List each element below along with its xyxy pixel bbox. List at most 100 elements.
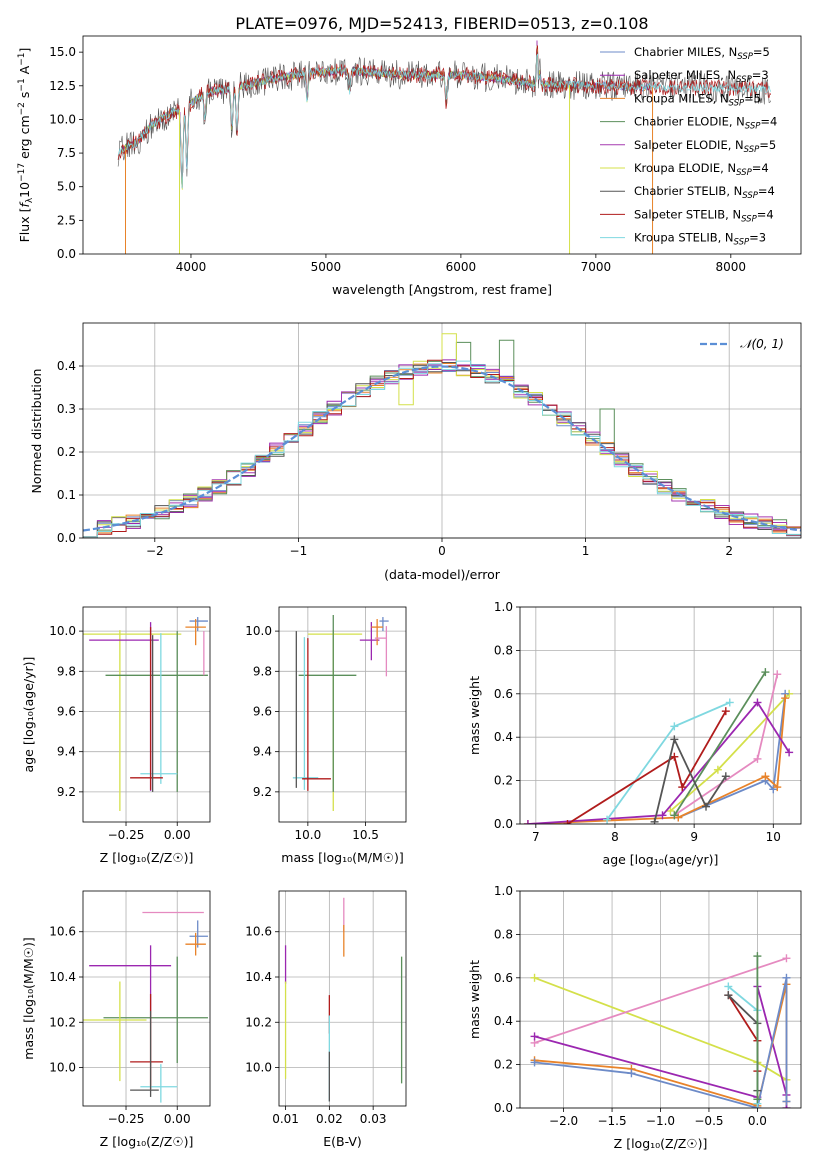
legend-entry-eq: =4 xyxy=(757,207,774,221)
axes-frame xyxy=(82,890,211,1107)
axes-frame xyxy=(82,606,211,823)
spectrum-line-kroupa-stelib xyxy=(117,53,772,189)
legend-entry-name: Salpeter STELIB, N xyxy=(634,207,741,221)
y-tick-label: 0.6 xyxy=(494,687,513,701)
x-tick-label: 9 xyxy=(690,830,698,844)
x-tick-label: 10.0 xyxy=(295,828,322,842)
legend-entry-sub: SSP xyxy=(741,214,757,224)
legend-entry-name: Kroupa STELIB, N xyxy=(634,231,734,245)
massweight-line-chabrier-miles xyxy=(534,977,788,1108)
y-tick-label: 9.4 xyxy=(57,745,76,759)
x-axis-label: (data-model)/error xyxy=(384,567,501,582)
y-axis-label: mass [log₁₀(M/M☉)] xyxy=(21,937,36,1059)
legend-entry: Salpeter ELODIE, NSSP=5 xyxy=(634,138,776,155)
x-tick-label: 8000 xyxy=(716,260,747,274)
x-tick-label: 0.03 xyxy=(360,1112,387,1126)
x-tick-label: −0.25 xyxy=(108,828,145,842)
y-tick-label: 9.2 xyxy=(253,785,272,799)
legend-entry-eq: =5 xyxy=(744,91,761,105)
y-tick-label: 9.4 xyxy=(253,745,272,759)
y-tick-label: 0.4 xyxy=(57,359,76,373)
residual-histogram-panel: −2 −1 0 1 2 0.0 0.1 0.2 0.3 0.4 𝒩(0, 1) (data-model… xyxy=(29,322,802,582)
legend-entry: Kroupa MILES, NSSP=5 xyxy=(634,91,761,108)
legend-entry-eq: =3 xyxy=(749,231,766,245)
legend-entry: Kroupa ELODIE, NSSP=4 xyxy=(634,161,769,178)
y-tick-label: 0.4 xyxy=(494,1014,513,1028)
y-tick-label: 7.5 xyxy=(57,146,76,160)
y-tick-label: 10.6 xyxy=(245,925,272,939)
y-tick-label: 9.6 xyxy=(57,704,76,718)
y-axis-label-part: f xyxy=(17,202,32,208)
massweight-line-pink xyxy=(534,957,787,1044)
y-axis-label: Flux [fλ10−17 erg cm−2 s−1 A−1] xyxy=(17,48,35,243)
spectrum-line-chabrier-miles xyxy=(120,43,650,189)
legend-entry-sub: SSP xyxy=(737,52,753,62)
spectrum-line-salpeter-miles xyxy=(120,40,650,188)
y-axis-label-part: −1 xyxy=(17,78,27,91)
data-area xyxy=(284,897,403,1102)
legend-entry-eq: =4 xyxy=(758,184,775,198)
massweight-line-kroupa-stelib xyxy=(727,985,759,1104)
data-area xyxy=(292,615,389,811)
data-area xyxy=(530,952,791,1108)
spectrum-panel: 4000 5000 6000 7000 8000 0.0 2.5 5.0 7.5 10.0 12.5… xyxy=(17,35,802,297)
x-axis-label: mass [log₁₀(M/M☉)] xyxy=(281,850,403,865)
figure-title: PLATE=0976, MJD=52413, FIBERID=0513, z=0… xyxy=(235,14,648,33)
y-axis-label-part: −2 xyxy=(17,102,27,115)
data-area xyxy=(523,668,794,824)
x-tick-label: −2.0 xyxy=(549,1114,578,1128)
massweight-line-chabrier-miles xyxy=(677,693,787,819)
x-tick-label: 1 xyxy=(582,544,590,558)
mass-vs-ebv-panel: 0.01 0.02 0.03 10.0 10.2 10.4 10.6 E(B-V) xyxy=(245,890,407,1149)
data-area xyxy=(117,40,772,254)
x-axis-label: Z [log₁₀(Z/Z☉)] xyxy=(100,1134,194,1149)
axes-frame xyxy=(278,890,407,1107)
x-tick-label: −0.5 xyxy=(694,1114,723,1128)
y-tick-label: 0.0 xyxy=(57,531,76,545)
axes-frame xyxy=(82,35,802,255)
y-tick-label: 10.0 xyxy=(245,1061,272,1075)
massweight-vs-age-panel: 7 8 9 10 0.0 0.2 0.4 0.6 0.8 1.0 age [log₁₀(age/yr… xyxy=(467,600,802,867)
legend-entry-eq: =5 xyxy=(753,45,770,59)
legend-entry-eq: =4 xyxy=(760,115,777,129)
data-area xyxy=(83,617,208,811)
x-axis-label: Z [log₁₀(Z/Z☉)] xyxy=(614,1136,708,1151)
y-axis-label: mass weight xyxy=(467,960,482,1039)
x-tick-label: −1.5 xyxy=(597,1114,626,1128)
histogram-step-kroupa-elodie xyxy=(83,333,801,538)
x-tick-label: 0 xyxy=(438,544,446,558)
y-axis-label: Normed distribution xyxy=(29,369,44,494)
y-tick-label: 10.6 xyxy=(49,925,76,939)
y-tick-label: 0.2 xyxy=(494,774,513,788)
massweight-vs-metallicity-panel: −2.0 −1.5 −1.0 −0.5 0.0 0.0 0.2 0.4 0.6 0.8 1.0 Z [… xyxy=(467,884,802,1151)
y-tick-label: 15.0 xyxy=(49,45,76,59)
legend-entry-eq: =5 xyxy=(759,138,776,152)
y-tick-label: 10.0 xyxy=(49,1061,76,1075)
y-tick-label: 5.0 xyxy=(57,180,76,194)
x-tick-label: 2 xyxy=(725,544,733,558)
y-axis-label-part: 10 xyxy=(17,182,32,198)
legend-entry-sub: SSP xyxy=(736,168,752,178)
y-tick-label: 10.2 xyxy=(49,1015,76,1029)
legend-entry-name: Kroupa ELODIE, N xyxy=(634,161,736,175)
y-tick-label: 9.6 xyxy=(253,704,272,718)
y-axis-label-part: erg cm xyxy=(17,115,32,163)
y-tick-label: 0.4 xyxy=(494,730,513,744)
y-tick-label: 0.0 xyxy=(57,247,76,261)
massweight-line-chabrier-stelib xyxy=(727,994,759,1091)
axes-frame xyxy=(519,606,802,825)
legend-entry: 𝒩(0, 1) xyxy=(740,337,784,351)
legend-entry-sub: SSP xyxy=(744,145,760,155)
legend-entry: Chabrier ELODIE, NSSP=4 xyxy=(634,115,777,132)
data-area xyxy=(83,333,801,538)
y-axis-label-part: s xyxy=(17,92,32,103)
age-vs-metallicity-panel: −0.25 0.00 9.2 9.4 9.6 9.8 10.0 Z [log₁₀(Z/Z☉)]… xyxy=(21,606,211,865)
legend-entry: Kroupa STELIB, NSSP=3 xyxy=(634,231,766,248)
y-tick-label: 10.0 xyxy=(49,624,76,638)
y-tick-label: 10.2 xyxy=(245,1015,272,1029)
y-axis-label: age [log₁₀(age/yr)] xyxy=(21,657,36,773)
legend-entry-name: Chabrier ELODIE, N xyxy=(634,115,745,129)
x-tick-label: 5000 xyxy=(311,260,342,274)
y-axis-label-part: A xyxy=(17,65,32,78)
y-tick-label: 2.5 xyxy=(57,213,76,227)
